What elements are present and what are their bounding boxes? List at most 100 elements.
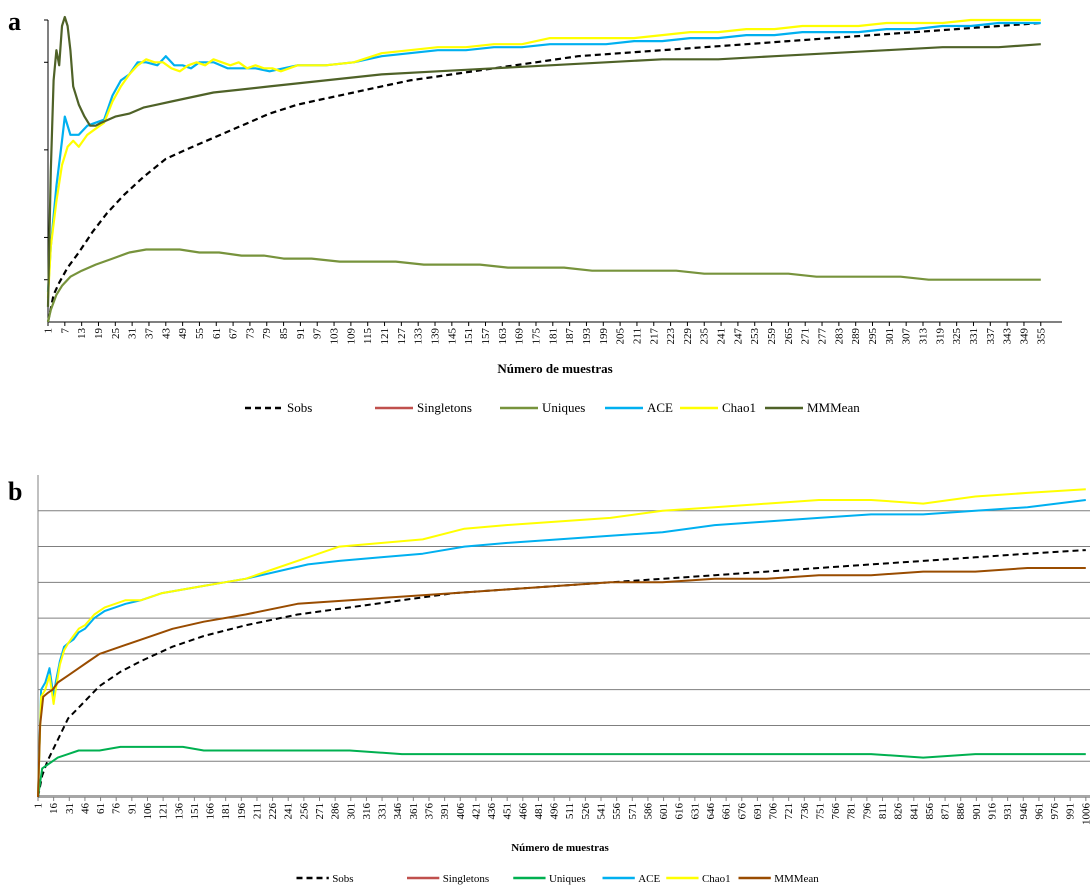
x-tick-label: 241: [283, 803, 295, 820]
x-tick-label: 676: [736, 803, 748, 820]
x-tick-label: 127: [396, 328, 408, 345]
x-tick-label: 586: [642, 803, 654, 820]
x-tick-label: 319: [934, 328, 946, 345]
x-tick-label: 931: [1002, 803, 1014, 820]
x-tick-label: 886: [955, 803, 967, 820]
x-tick-label: 286: [330, 803, 342, 820]
x-tick-label: 391: [439, 803, 451, 820]
x-tick-label: 691: [752, 803, 764, 820]
series-line-mmmean: [46, 15, 1041, 307]
x-tick-label: 841: [908, 803, 920, 820]
x-tick-label: 253: [749, 328, 761, 345]
legend-label-ace: ACE: [638, 873, 660, 885]
x-tick-label: 646: [705, 803, 717, 820]
x-tick-label: 331: [377, 803, 389, 820]
x-tick-label: 16: [48, 803, 60, 815]
legend-label-sobs: Sobs: [287, 400, 312, 415]
x-tick-label: 226: [267, 803, 279, 820]
x-tick-label: 31: [64, 803, 76, 814]
x-tick-label: 766: [830, 803, 842, 820]
x-tick-label: 235: [699, 328, 711, 345]
series-line-chao1: [37, 488, 1086, 798]
x-tick-label: 193: [581, 328, 593, 345]
x-tick-label: 289: [850, 328, 862, 345]
panel-b-x-axis-title: Número de muestras: [511, 842, 609, 854]
x-tick-label: 406: [455, 803, 467, 820]
x-tick-label: 313: [917, 328, 929, 345]
legend-label-singletons: Singletons: [443, 873, 489, 885]
x-tick-label: 301: [345, 803, 357, 820]
x-tick-label: 376: [423, 803, 435, 820]
x-tick-label: 1: [43, 328, 55, 334]
x-tick-label: 721: [783, 803, 795, 820]
x-tick-label: 223: [665, 328, 677, 345]
x-tick-label: 7: [59, 328, 71, 334]
x-tick-label: 349: [1018, 328, 1030, 345]
x-tick-label: 19: [93, 328, 105, 340]
x-tick-label: 541: [596, 803, 608, 820]
x-tick-label: 466: [517, 803, 529, 820]
x-tick-label: 307: [901, 328, 913, 345]
x-tick-label: 211: [631, 328, 643, 344]
x-tick-label: 13: [76, 328, 88, 340]
x-tick-label: 991: [1065, 803, 1077, 820]
x-tick-label: 451: [502, 803, 514, 820]
x-tick-label: 133: [413, 328, 425, 345]
legend-label-mmmean: MMMean: [774, 873, 819, 885]
x-tick-label: 157: [480, 328, 492, 345]
x-tick-label: 121: [158, 803, 170, 820]
panel-a-series: [46, 15, 1041, 323]
x-tick-label: 436: [486, 803, 498, 820]
x-tick-label: 316: [361, 803, 373, 820]
x-tick-label: 796: [861, 803, 873, 820]
panel-b-series: [37, 488, 1086, 798]
panel-a-y-ticks: [44, 19, 48, 281]
x-tick-label: 55: [194, 328, 206, 340]
x-tick-label: 85: [278, 328, 290, 340]
x-tick-label: 916: [986, 803, 998, 820]
x-tick-label: 217: [648, 328, 660, 345]
x-tick-label: 811: [877, 803, 889, 819]
x-tick-label: 631: [689, 803, 701, 820]
x-tick-label: 946: [1018, 803, 1030, 820]
x-tick-label: 196: [236, 803, 248, 820]
x-tick-label: 61: [95, 803, 107, 814]
x-tick-label: 901: [971, 803, 983, 820]
x-tick-label: 97: [312, 328, 324, 340]
x-tick-label: 91: [126, 803, 138, 814]
x-tick-label: 151: [189, 803, 201, 820]
panel-b-x-axis: [38, 795, 1090, 798]
x-tick-label: 76: [111, 803, 123, 815]
x-tick-label: 181: [547, 328, 559, 345]
x-tick-label: 163: [497, 328, 509, 345]
x-tick-label: 337: [985, 328, 997, 345]
x-tick-label: 856: [924, 803, 936, 820]
x-tick-label: 271: [314, 803, 326, 820]
x-tick-label: 556: [611, 803, 623, 820]
x-tick-label: 601: [658, 803, 670, 820]
x-tick-label: 241: [716, 328, 728, 345]
x-tick-label: 145: [446, 328, 458, 345]
x-tick-label: 259: [766, 328, 778, 345]
panel-a-letter: a: [8, 7, 21, 36]
x-tick-label: 136: [173, 803, 185, 820]
panel-b-letter: b: [8, 477, 22, 506]
x-tick-label: 571: [627, 803, 639, 820]
x-tick-label: 481: [533, 803, 545, 820]
series-line-ace: [37, 499, 1086, 798]
x-tick-label: 49: [177, 328, 189, 340]
x-tick-label: 67: [228, 328, 240, 340]
x-tick-label: 265: [783, 328, 795, 345]
series-line-mmmean: [37, 567, 1086, 798]
panel-a-x-axis-title: Número de muestras: [497, 361, 612, 376]
legend-label-sobs: Sobs: [332, 873, 353, 885]
x-tick-label: 37: [143, 328, 155, 340]
x-tick-label: 361: [408, 803, 420, 820]
x-tick-label: 247: [732, 328, 744, 345]
x-tick-label: 355: [1035, 328, 1047, 345]
x-tick-label: 79: [261, 328, 273, 340]
x-tick-label: 346: [392, 803, 404, 820]
x-tick-label: 106: [142, 803, 154, 820]
x-tick-label: 151: [463, 328, 475, 345]
